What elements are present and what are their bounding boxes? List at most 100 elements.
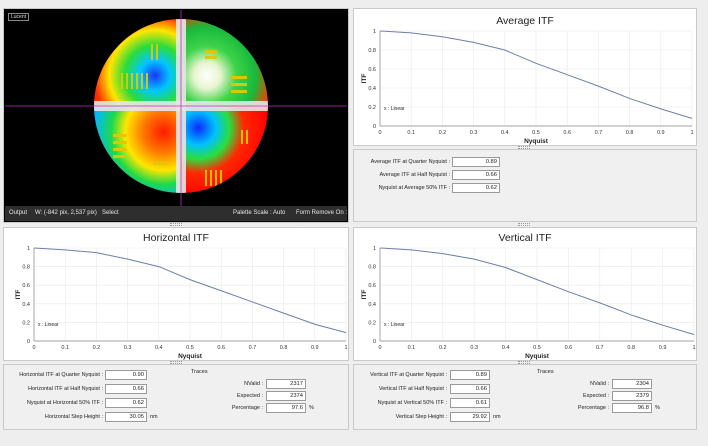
y-tick-label: 0 bbox=[373, 339, 376, 345]
vertical-trace-value-field[interactable]: 96.8 bbox=[612, 403, 652, 413]
x-tick-label: 0.9 bbox=[659, 345, 667, 351]
vertical-itf-metric-label-text: Vertical ITF at Quarter Nyquist : bbox=[369, 372, 447, 378]
vertical-itf-metric-label-text: Nyquist at Vertical 50% ITF : bbox=[377, 400, 447, 406]
y-tick-label: 0.8 bbox=[368, 265, 376, 271]
x-tick-label: 1 bbox=[344, 345, 347, 351]
horizontal-trace-label-text: Percentage : bbox=[231, 405, 263, 411]
itf-series-line bbox=[379, 30, 693, 119]
select-button[interactable]: Select bbox=[102, 210, 119, 216]
x-tick-label: 0.5 bbox=[532, 130, 540, 136]
x-tick-label: 0.3 bbox=[470, 130, 478, 136]
x-axis-label: Nyquist bbox=[524, 138, 549, 145]
horizontal-itf-metric-label-text: Horizontal ITF at Half Nyquist : bbox=[28, 386, 103, 392]
horizontal-trace-label-text: Expected : bbox=[237, 393, 263, 399]
output-image[interactable]: Lucent bbox=[5, 10, 347, 221]
y-tick-label: 0.6 bbox=[22, 283, 30, 289]
y-tick-label: 1 bbox=[373, 246, 376, 252]
horizontal-itf-metric-value-field[interactable]: 30.05 bbox=[105, 412, 147, 422]
horizontal-itf-metric-label: Horizontal ITF at Quarter Nyquist : bbox=[4, 370, 103, 380]
average-itf-title: Average ITF bbox=[496, 15, 554, 27]
vertical-itf-plot[interactable]: 0 0.1 0.2 0.3 0.4 0.5 0.6 0.7 0.8 0.9 1 0 0.2 0.4 0.6 0… bbox=[354, 228, 697, 361]
average-itf-metric-value-field[interactable]: 0.62 bbox=[452, 183, 500, 193]
status-label: Output bbox=[9, 210, 28, 216]
app-logo: Lucent bbox=[8, 13, 30, 21]
x-tick-label: 0.8 bbox=[280, 345, 288, 351]
y-tick-label: 0.8 bbox=[368, 48, 376, 54]
vertical-itf-legend: x : Linear bbox=[384, 322, 405, 328]
x-tick-label: 0.2 bbox=[439, 130, 447, 136]
horizontal-itf-plot[interactable]: 0 0.1 0.2 0.3 0.4 0.5 0.6 0.7 0.8 0.9 1 0 0.2 0.4 0.6 0… bbox=[4, 228, 349, 361]
x-tick-label: 0 bbox=[32, 345, 35, 351]
splitter-handle[interactable] bbox=[518, 223, 530, 226]
x-tick-label: 0.8 bbox=[626, 130, 634, 136]
y-tick-label: 0.8 bbox=[22, 265, 30, 271]
x-tick-label: 0.7 bbox=[595, 130, 603, 136]
horizontal-traces-title: Traces bbox=[191, 369, 208, 375]
horizontal-itf-metric-value-field[interactable]: 0.66 bbox=[105, 384, 147, 394]
x-tick-label: 0.4 bbox=[502, 345, 510, 351]
vertical-itf-metric-value-field[interactable]: 0.89 bbox=[450, 370, 490, 380]
x-tick-label: 0.2 bbox=[439, 345, 447, 351]
x-tick-label: 1 bbox=[690, 130, 693, 136]
horizontal-itf-chart-panel: Horizontal ITF 0 0.1 0.2 0.3 0.4 0.5 0.6 0.7 0.8… bbox=[3, 227, 349, 361]
vertical-trace-value-field[interactable]: 2304 bbox=[612, 379, 652, 389]
horizontal-itf-metric-value-field[interactable]: 0.90 bbox=[105, 370, 147, 380]
average-itf-metrics: Average ITF at Quarter Nyquist :0.89 Aver… bbox=[353, 149, 697, 222]
x-axis-label: Nyquist bbox=[525, 353, 550, 360]
horizontal-itf-metric-value-field[interactable]: 0.62 bbox=[105, 398, 147, 408]
splitter-handle[interactable] bbox=[518, 361, 530, 364]
y-tick-label: 1 bbox=[373, 29, 376, 35]
vertical-trace-label: Percentage : bbox=[354, 403, 609, 413]
x-tick-label: 0.9 bbox=[657, 130, 665, 136]
average-itf-metric-value-field[interactable]: 0.66 bbox=[452, 170, 500, 180]
horizontal-itf-metrics: Horizontal ITF at Quarter Nyquist :0.90 H… bbox=[3, 364, 349, 430]
horizontal-itf-metric-label-text: Nyquist at Horizontal 50% ITF : bbox=[26, 400, 103, 406]
y-axis-label: ITF bbox=[15, 290, 22, 300]
x-tick-label: 0 bbox=[378, 130, 381, 136]
y-tick-label: 0.6 bbox=[368, 283, 376, 289]
horizontal-itf-metric-unit: nm bbox=[150, 414, 158, 420]
average-itf-plot[interactable]: 0 0.1 0.2 0.3 0.4 0.5 0.6 0.7 0.8 0.9 1 0 0.2 0.4 0.6 0… bbox=[354, 9, 697, 146]
palette-scale-label[interactable]: Palette Scale : Auto bbox=[233, 210, 286, 216]
x-tick-label: 0.9 bbox=[311, 345, 319, 351]
x-tick-label: 0.4 bbox=[155, 345, 163, 351]
horizontal-trace-value-field[interactable]: 97.6 bbox=[266, 403, 306, 413]
vertical-itf-metric-value-field[interactable]: 0.61 bbox=[450, 398, 490, 408]
y-axis-label: ITF bbox=[361, 74, 368, 84]
vertical-itf-title: Vertical ITF bbox=[498, 232, 552, 244]
x-tick-label: 0.1 bbox=[61, 345, 69, 351]
vertical-itf-chart-panel: Vertical ITF 0 0.1 0.2 0.3 0.4 0.5 0.6 0.7 0.8 0.… bbox=[353, 227, 697, 361]
horizontal-itf-metric-label-text: Horizontal Step Height : bbox=[44, 414, 103, 420]
vertical-itf-metric-value-field[interactable]: 29.92 bbox=[450, 412, 490, 422]
average-itf-legend: x : Linear bbox=[384, 106, 405, 112]
horizontal-trace-value-field[interactable]: 2374 bbox=[266, 391, 306, 401]
x-tick-label: 0.6 bbox=[565, 345, 573, 351]
y-tick-label: 0 bbox=[27, 339, 30, 345]
horizontal-trace-label: NValid : bbox=[4, 379, 263, 389]
x-tick-label: 0.4 bbox=[501, 130, 509, 136]
x-tick-label: 0.7 bbox=[249, 345, 257, 351]
y-tick-label: 0.2 bbox=[22, 320, 30, 326]
vertical-itf-metric-value-field[interactable]: 0.66 bbox=[450, 384, 490, 394]
vertical-trace-value-field[interactable]: 2379 bbox=[612, 391, 652, 401]
average-itf-metric-value-field[interactable]: 0.89 bbox=[452, 157, 500, 167]
x-tick-label: 1 bbox=[692, 345, 695, 351]
splitter-handle[interactable] bbox=[170, 361, 182, 364]
average-itf-metric-label-text: Average ITF at Quarter Nyquist : bbox=[370, 159, 450, 165]
y-tick-label: 0.4 bbox=[368, 86, 376, 92]
horizontal-trace-label: Expected : bbox=[4, 391, 263, 401]
horizontal-trace-value-field[interactable]: 2317 bbox=[266, 379, 306, 389]
vertical-itf-metric-unit: nm bbox=[493, 414, 501, 420]
splitter-handle[interactable] bbox=[518, 146, 530, 149]
x-tick-label: 0.5 bbox=[533, 345, 541, 351]
vertical-itf-metric-label-text: Vertical Step Height : bbox=[395, 414, 447, 420]
horizontal-itf-metric-label: Horizontal Step Height : bbox=[4, 412, 103, 422]
splitter-handle[interactable] bbox=[170, 223, 182, 226]
vertical-trace-label-text: Expected : bbox=[583, 393, 609, 399]
output-status-bar: Output W: (-842 pix, 2,537 pix) Select P… bbox=[5, 206, 347, 231]
interferogram-map[interactable] bbox=[5, 10, 347, 206]
horizontal-itf-metric-label-text: Horizontal ITF at Quarter Nyquist : bbox=[19, 372, 103, 378]
x-tick-label: 0.1 bbox=[408, 345, 416, 351]
x-tick-label: 0.7 bbox=[596, 345, 604, 351]
x-tick-label: 0.1 bbox=[407, 130, 415, 136]
